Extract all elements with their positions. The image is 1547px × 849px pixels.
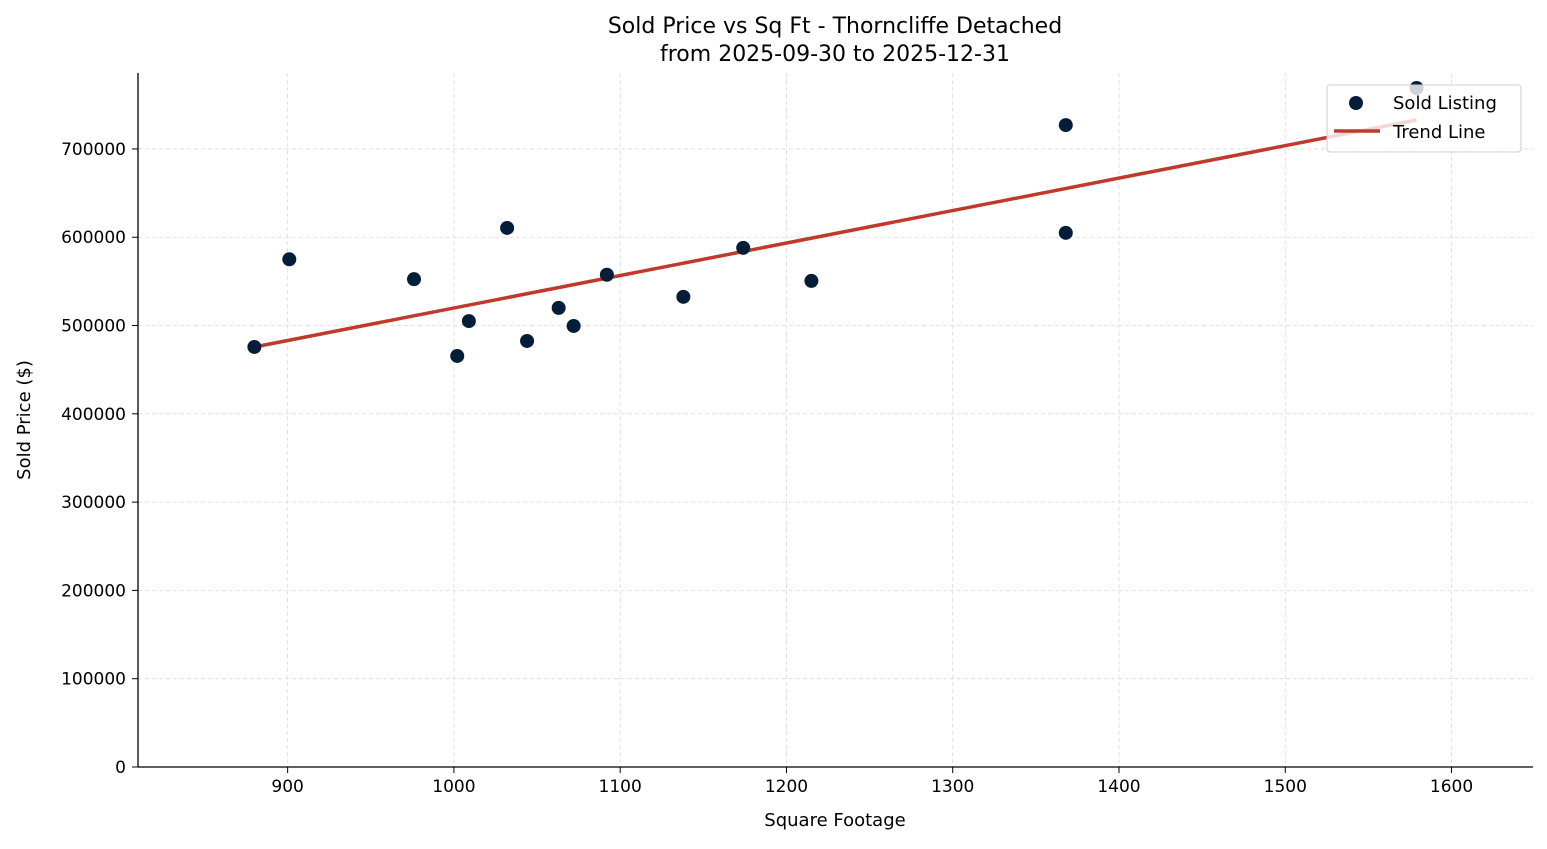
y-tick-label: 500000 — [61, 317, 126, 337]
sold-listing-point — [450, 348, 465, 363]
x-axis-label: Square Footage — [764, 810, 905, 831]
sold-listing-point — [736, 240, 751, 255]
sold-listing-point — [1058, 118, 1073, 133]
y-tick-label: 300000 — [61, 493, 126, 513]
grid — [138, 73, 1533, 768]
x-tick-label: 1000 — [432, 777, 475, 797]
sold-listing-point — [461, 314, 476, 329]
y-tick-label: 200000 — [61, 581, 126, 601]
chart-subtitle: from 2025-09-30 to 2025-12-31 — [660, 42, 1010, 67]
axis-ticks: 900 1000 1100 1200 1300 1400 1500 1600 0 100000 20… — [61, 140, 1473, 797]
legend-box — [1326, 84, 1522, 153]
legend-label-trend-line: Trend Line — [1392, 122, 1486, 143]
x-tick-label: 900 — [271, 777, 303, 797]
sold-listing-point — [599, 267, 614, 282]
sold-listing-point — [804, 273, 819, 288]
legend-label-sold-listing: Sold Listing — [1393, 93, 1497, 114]
x-tick-label: 1100 — [599, 777, 642, 797]
y-tick-label: 600000 — [61, 228, 126, 248]
legend-marker-sold-listing — [1349, 96, 1363, 110]
x-tick-label: 1200 — [765, 777, 808, 797]
sold-listing-point — [676, 289, 691, 304]
chart-title: Sold Price vs Sq Ft - Thorncliffe Detach… — [608, 14, 1062, 39]
y-tick-label: 0 — [115, 758, 126, 778]
y-axis-label: Sold Price ($) — [14, 360, 35, 480]
sold-listing-point — [566, 318, 581, 333]
plot-marks — [247, 81, 1424, 363]
x-tick-label: 1500 — [1264, 777, 1307, 797]
legend: Sold Listing Trend Line — [1326, 84, 1522, 153]
sold-listing-point — [247, 339, 262, 354]
sold-listing-point — [1058, 225, 1073, 240]
x-tick-label: 1300 — [931, 777, 974, 797]
sold-listing-point — [407, 272, 422, 287]
sold-listing-point — [520, 333, 535, 348]
sold-listing-point — [500, 220, 515, 235]
y-tick-label: 400000 — [61, 405, 126, 425]
y-tick-label: 100000 — [61, 670, 126, 690]
y-tick-label: 700000 — [61, 140, 126, 160]
x-tick-label: 1600 — [1430, 777, 1473, 797]
x-tick-label: 1400 — [1097, 777, 1140, 797]
sold-listing-point — [282, 252, 297, 267]
trend-line — [254, 118, 1417, 349]
sold-listing-point — [551, 300, 566, 315]
